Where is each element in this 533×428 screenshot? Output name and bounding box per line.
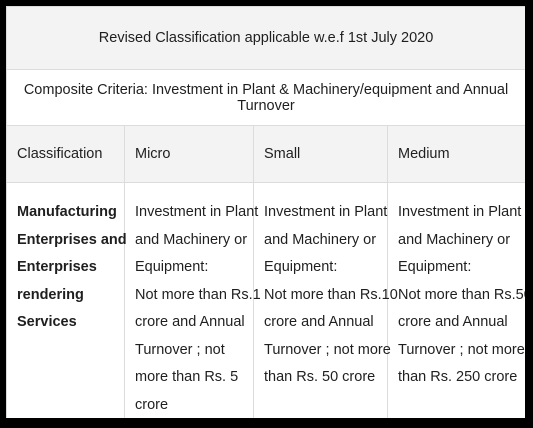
cell-medium-criteria: Investment in Plant and Machinery or Equ…: [386, 182, 525, 418]
medium-line: Investment in Plant: [398, 204, 522, 220]
medium-line: Turnover ; not more: [398, 341, 525, 358]
composite-criteria: Composite Criteria: Investment in Plant …: [6, 69, 525, 126]
small-line: than Rs. 50 crore: [264, 369, 376, 385]
table-title: Revised Classification applicable w.e.f …: [6, 6, 525, 70]
micro-line: Turnover ; not: [135, 341, 225, 358]
small-line: Equipment:: [264, 259, 338, 275]
header-small: Small: [253, 125, 388, 183]
cell-micro-criteria: Investment in Plant and Machinery or Equ…: [124, 182, 261, 418]
row-label-line: Services: [17, 314, 77, 330]
micro-line: and Machinery or: [135, 231, 248, 248]
small-line: and Machinery or: [264, 231, 377, 248]
micro-line: more than Rs. 5: [135, 369, 239, 385]
row-label-line: Manufacturing: [17, 204, 117, 220]
row-label-manufacturing: Manufacturing Enterprises and Enterprise…: [6, 182, 127, 418]
row-label-line: rendering: [17, 286, 84, 303]
classification-table-frame: Revised Classification applicable w.e.f …: [6, 6, 525, 418]
micro-line: Equipment:: [135, 259, 209, 275]
micro-line: Investment in Plant: [135, 204, 259, 220]
small-line: crore and Annual: [264, 314, 374, 330]
header-classification: Classification: [6, 125, 125, 183]
header-medium: Medium: [386, 125, 525, 183]
small-line: Not more than Rs.10: [264, 286, 398, 303]
medium-line: than Rs. 250 crore: [398, 369, 518, 385]
medium-line: Equipment:: [398, 259, 472, 275]
cell-small-criteria: Investment in Plant and Machinery or Equ…: [253, 182, 398, 418]
small-line: Turnover ; not more: [264, 341, 391, 358]
table-header-row: Classification Micro Small Medium: [6, 125, 525, 183]
micro-line: crore and Annual: [135, 314, 245, 330]
micro-line: crore: [135, 396, 169, 413]
medium-line: Not more than Rs.50: [398, 286, 525, 303]
table-row: Manufacturing Enterprises and Enterprise…: [6, 182, 525, 418]
medium-line: and Machinery or: [398, 231, 511, 248]
medium-line: crore and Annual: [398, 314, 508, 330]
table-title-row: Revised Classification applicable w.e.f …: [6, 6, 525, 70]
micro-line: Not more than Rs.1: [135, 286, 261, 303]
msme-classification-table: Revised Classification applicable w.e.f …: [6, 6, 525, 418]
header-micro: Micro: [124, 125, 254, 183]
small-line: Investment in Plant: [264, 204, 388, 220]
row-label-line: Enterprises: [17, 259, 97, 275]
table-criteria-row: Composite Criteria: Investment in Plant …: [6, 69, 525, 126]
row-label-line: Enterprises and: [17, 231, 127, 248]
